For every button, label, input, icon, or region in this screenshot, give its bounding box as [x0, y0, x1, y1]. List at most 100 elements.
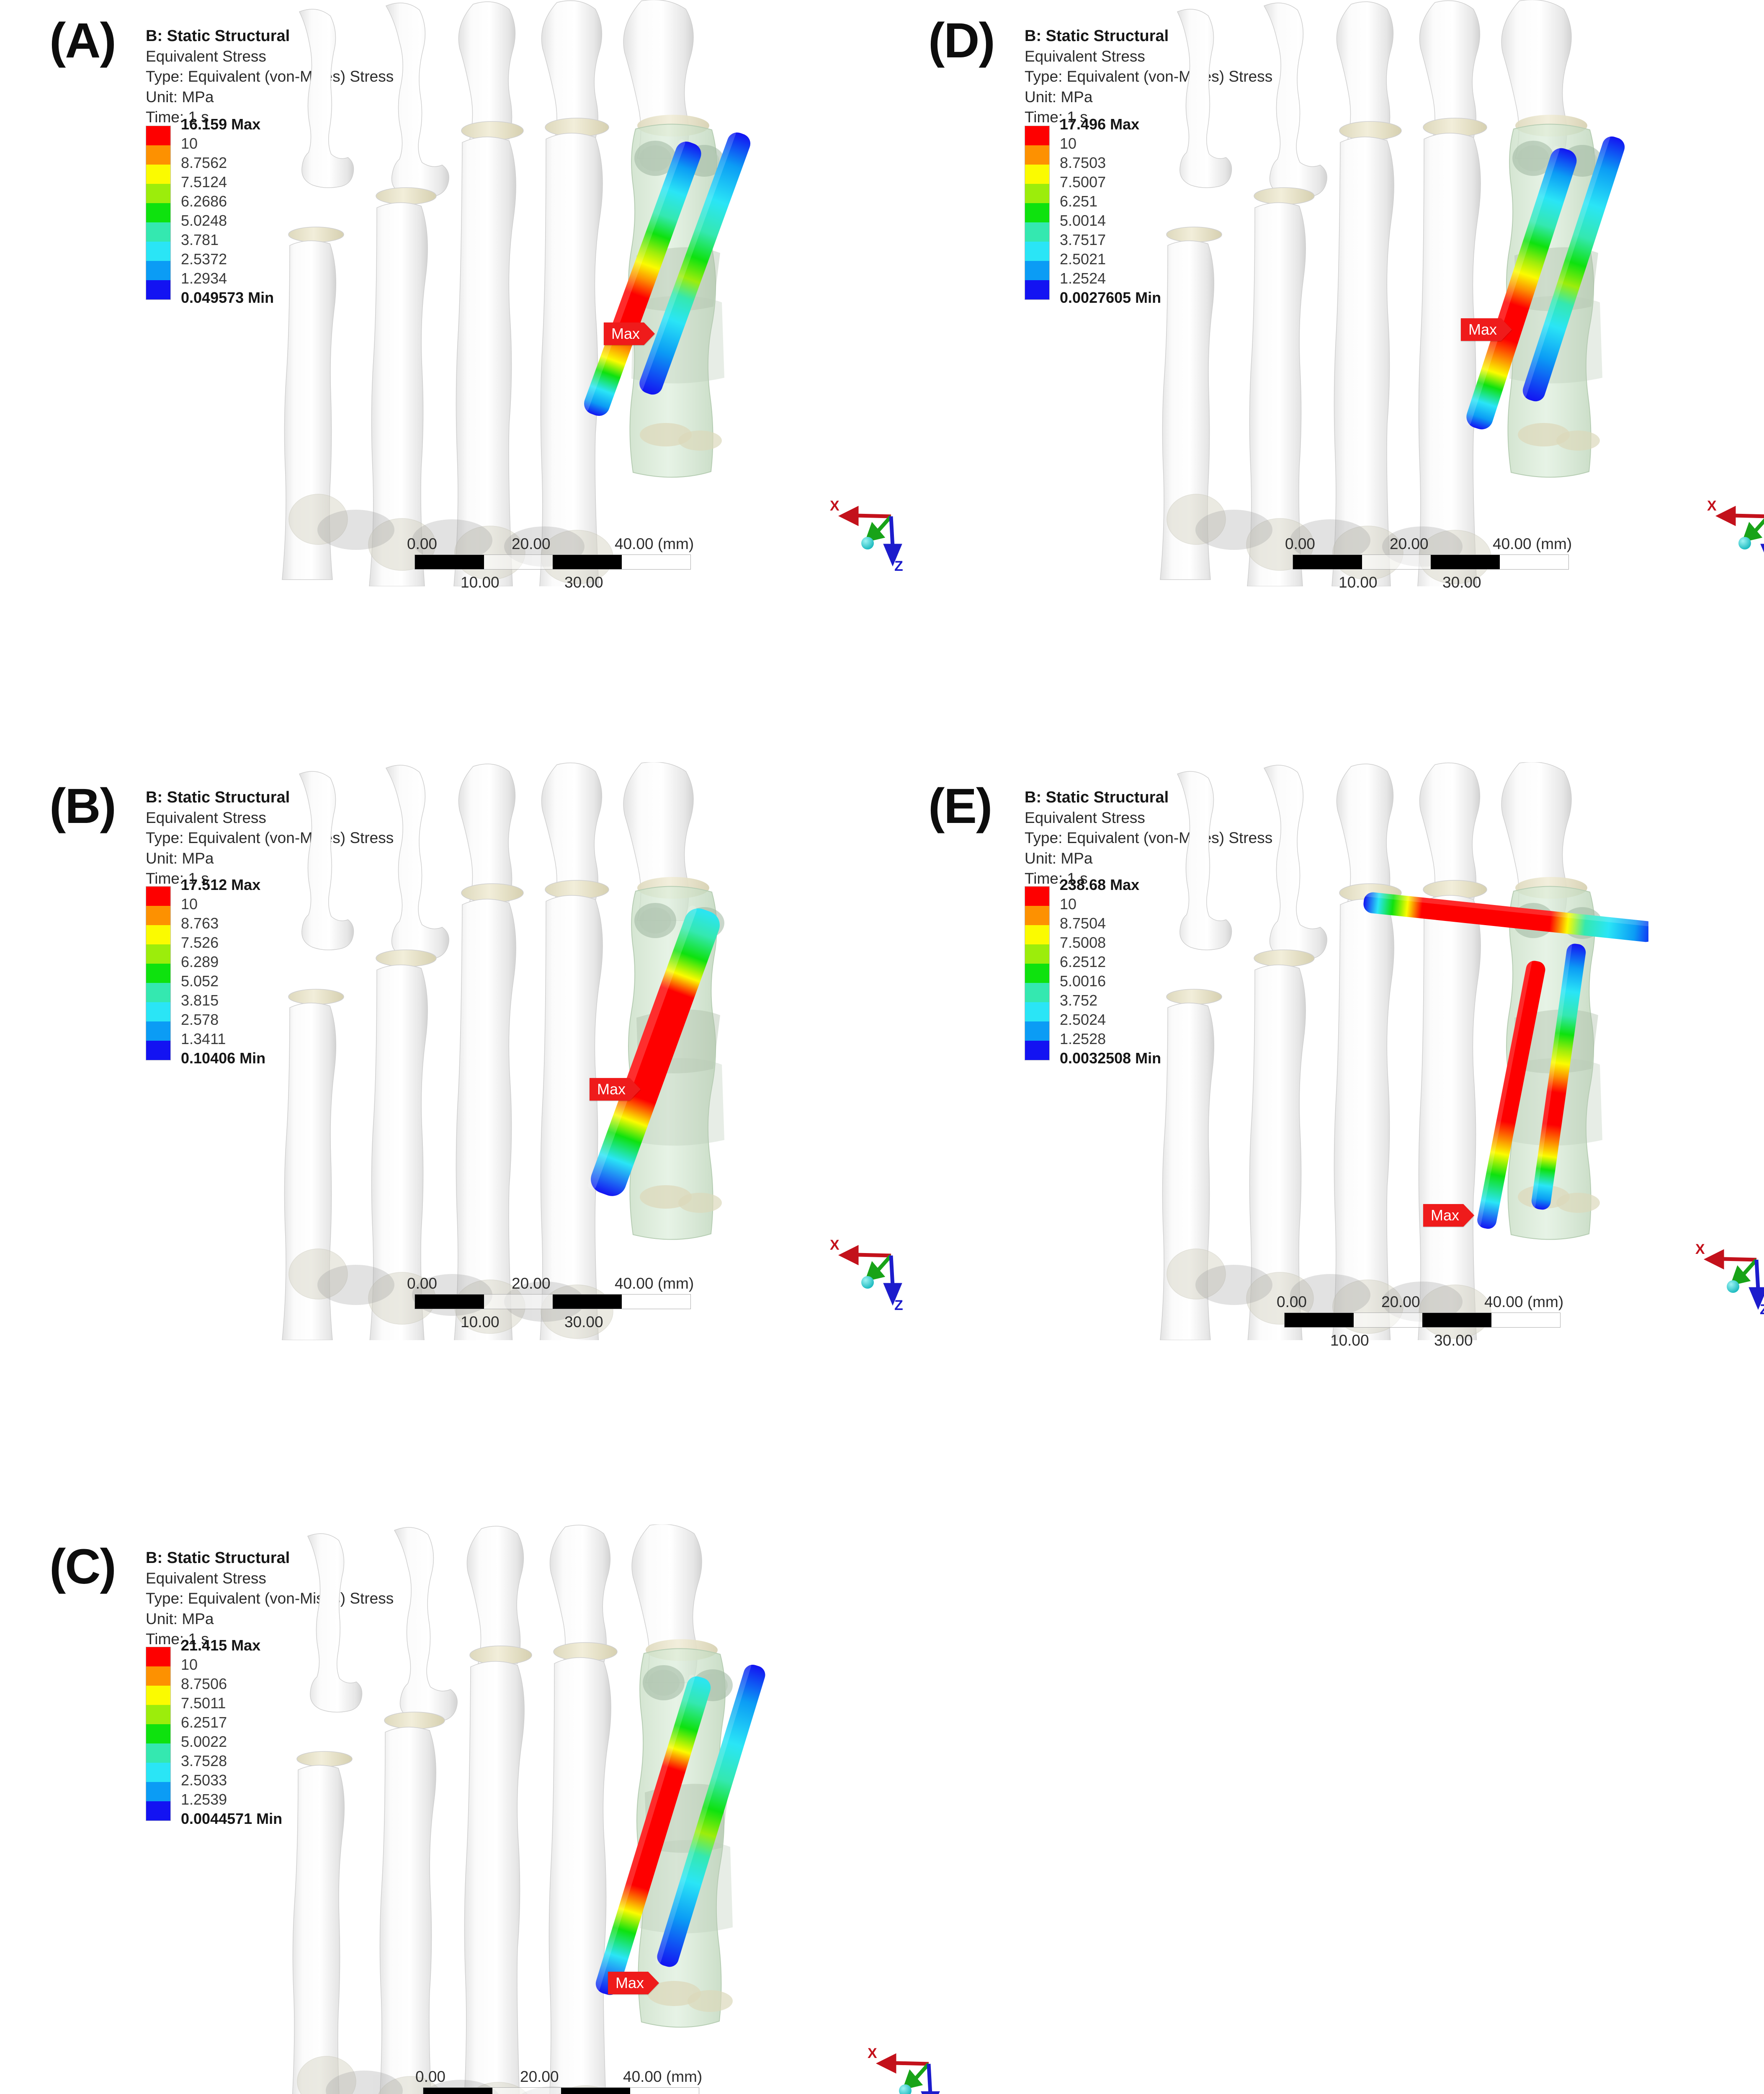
- k-wire-oblique-1: [1477, 961, 1545, 1229]
- legend-swatch-8: [146, 280, 170, 299]
- ruler-segment-1: [1285, 1313, 1354, 1327]
- panel-a-viewport[interactable]: [276, 0, 770, 586]
- ruler-segment-2: [553, 1295, 622, 1309]
- legend-swatch-8: [146, 1801, 170, 1821]
- k-wire-group: [1464, 134, 1625, 430]
- legend-swatch-4: [146, 203, 170, 222]
- legend-tick-labels: 17.496 Max 10 8.7503 7.5007 6.251 5.0014 3.751…: [1060, 115, 1161, 307]
- legend-tick-label-6: 3.7517: [1060, 231, 1106, 248]
- legend-tick-label-1: 10: [1060, 135, 1077, 152]
- bone-group: [282, 762, 694, 1340]
- panel-b-letter: (B): [49, 779, 116, 834]
- panel-c-viewport[interactable]: [285, 1524, 779, 2094]
- legend-swatch-1: [146, 145, 170, 165]
- panel-c-max-callout: Max: [608, 1972, 659, 1994]
- legend-swatch-4: [146, 964, 170, 983]
- k-wire-oblique-2: [1531, 944, 1586, 1210]
- implant-plate: [591, 908, 720, 1196]
- bone-group: [292, 1524, 702, 2094]
- legend-tick-label-2: 8.7504: [1060, 915, 1106, 932]
- legend-tick-label-3: 7.5011: [181, 1694, 226, 1712]
- legend-min-label: 0.049573 Min: [181, 289, 274, 306]
- legend-swatch-7: [1025, 261, 1049, 280]
- ruler-segment-2: [1431, 555, 1500, 569]
- axis-y: [1742, 518, 1764, 543]
- ruler-tick-40: 40.00 (mm): [1493, 535, 1572, 552]
- ruler-tick-30: 30.00: [564, 1313, 603, 1331]
- axis-y: [865, 515, 893, 543]
- legend-swatch-3: [146, 1705, 170, 1724]
- max-callout-arrow: [648, 1972, 659, 1994]
- header-unit: Unit: MPa: [146, 1610, 214, 1627]
- ruler-tick-30: 30.00: [1434, 1332, 1473, 1349]
- max-callout-arrow: [1501, 318, 1512, 341]
- legend-tick-label-8: 1.2524: [1060, 270, 1106, 287]
- legend-tick-label-6: 3.752: [1060, 992, 1098, 1009]
- panel-e-scale-ruler: 0.00 20.00 40.00 (mm) 10.00 30.00: [1277, 1293, 1564, 1353]
- axis-x-label: X: [868, 2045, 877, 2061]
- panel-b-viewport[interactable]: [276, 762, 770, 1340]
- header-result-name: Equivalent Stress: [146, 1570, 266, 1587]
- legend-tick-label-2: 8.7562: [181, 154, 227, 171]
- legend-swatch-6: [146, 242, 170, 261]
- axis-z-label: Z: [1760, 1302, 1764, 1317]
- legend-tick-label-8: 1.2934: [181, 270, 227, 287]
- panel-a-max-callout: Max: [604, 322, 655, 345]
- ruler-track: [1284, 1313, 1561, 1328]
- axis-y: [1730, 1258, 1758, 1286]
- legend-color-bar: [146, 126, 171, 300]
- max-callout-arrow: [644, 322, 655, 345]
- ruler-tick-40: 40.00 (mm): [615, 535, 694, 552]
- legend-swatch-8: [146, 1041, 170, 1060]
- legend-swatch-1: [1025, 906, 1049, 925]
- ruler-tick-40: 40.00 (mm): [1484, 1293, 1564, 1310]
- panel-a-axis-triad: X Y Z: [821, 496, 904, 580]
- panel-d-viewport[interactable]: [1154, 0, 1648, 586]
- panel-d-axis-triad: X Y Z: [1698, 496, 1764, 580]
- header-analysis-name: B: Static Structural: [146, 789, 290, 806]
- legend-swatch-1: [146, 1666, 170, 1686]
- legend-swatch-3: [146, 184, 170, 203]
- legend-swatch-0: [146, 126, 170, 145]
- legend-tick-label-1: 10: [1060, 895, 1077, 913]
- legend-min-label: 0.0032508 Min: [1060, 1050, 1161, 1067]
- header-time: Time: 1 s: [146, 1630, 209, 1648]
- ruler-tick-10: 10.00: [461, 574, 500, 591]
- legend-tick-label-4: 6.289: [181, 953, 219, 970]
- max-callout-arrow: [1463, 1204, 1475, 1227]
- panel-d: (D) B: Static Structural Equivalent Stre…: [882, 0, 1764, 607]
- axis-x: [838, 1245, 891, 1266]
- legend-max-label: 16.159 Max: [181, 116, 261, 133]
- legend-max-label: 17.512 Max: [181, 876, 261, 893]
- panel-e-viewport[interactable]: [1154, 762, 1648, 1340]
- ruler-tick-20: 20.00: [1390, 535, 1429, 552]
- legend-swatch-2: [146, 1686, 170, 1705]
- legend-color-bar: [1025, 126, 1050, 300]
- k-wire-2: [639, 132, 751, 395]
- max-callout-label: Max: [597, 1081, 626, 1098]
- axis-x-label: X: [830, 498, 840, 514]
- legend-swatch-5: [146, 983, 170, 1002]
- legend-swatch-3: [1025, 944, 1049, 964]
- header-unit: Unit: MPa: [1025, 849, 1093, 867]
- ruler-tick-0: 0.00: [407, 535, 438, 552]
- ruler-tick-20: 20.00: [512, 1275, 551, 1292]
- legend-swatch-6: [146, 1002, 170, 1021]
- legend-swatch-7: [146, 1782, 170, 1801]
- header-analysis-name: B: Static Structural: [146, 27, 290, 45]
- header-time: Time: 1 s: [1025, 869, 1088, 887]
- legend-swatch-1: [1025, 145, 1049, 165]
- ruler-tick-10: 10.00: [461, 1313, 500, 1331]
- legend-swatch-6: [146, 1763, 170, 1782]
- triad-origin-sphere: [861, 1276, 874, 1289]
- header-unit: Unit: MPa: [146, 849, 214, 867]
- ruler-track: [1293, 554, 1569, 570]
- legend-swatch-4: [146, 1724, 170, 1743]
- legend-swatch-2: [146, 925, 170, 944]
- legend-tick-label-4: 6.2517: [181, 1714, 227, 1731]
- triad-origin-sphere: [899, 2084, 912, 2094]
- ruler-segment-1: [415, 555, 484, 569]
- legend-color-bar: [146, 886, 171, 1060]
- legend-tick-label-8: 1.3411: [181, 1030, 226, 1047]
- legend-tick-label-7: 2.578: [181, 1011, 219, 1028]
